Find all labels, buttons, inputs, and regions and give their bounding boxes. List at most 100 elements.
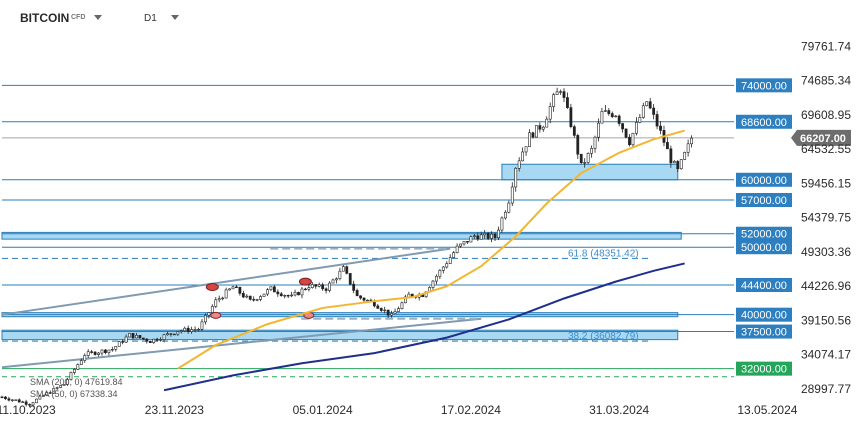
candle-body bbox=[541, 126, 545, 130]
candles-layer bbox=[0, 87, 693, 408]
level-tag bbox=[736, 114, 792, 129]
candle-body bbox=[538, 125, 542, 130]
x-axis-tick-label: 05.01.2024 bbox=[293, 403, 353, 417]
level-tag-label: 50000.00 bbox=[741, 242, 787, 254]
candle-body bbox=[607, 110, 611, 114]
candle-body bbox=[652, 107, 656, 115]
candle-body bbox=[552, 94, 556, 107]
level-tag bbox=[736, 240, 792, 255]
candle-body bbox=[200, 321, 204, 330]
candle-body bbox=[366, 299, 369, 302]
candle-body bbox=[97, 352, 100, 355]
y-axis-tick-label: 49303.36 bbox=[801, 245, 851, 259]
x-axis-tick-label: 17.02.2024 bbox=[441, 403, 501, 417]
candle-body bbox=[400, 302, 404, 309]
level-tag-label: 40000.00 bbox=[741, 310, 787, 322]
candle-body bbox=[455, 245, 459, 253]
candle-body bbox=[259, 296, 262, 300]
candle-body bbox=[472, 235, 476, 237]
candle-body bbox=[555, 91, 559, 95]
candle-body bbox=[686, 143, 690, 153]
y-axis-tick-label: 79761.74 bbox=[801, 39, 851, 53]
candle-body bbox=[524, 146, 528, 153]
chevron-down-icon[interactable] bbox=[94, 15, 102, 20]
candle-body bbox=[669, 148, 673, 164]
candle-body bbox=[586, 153, 590, 163]
candle-body bbox=[614, 115, 618, 118]
candle-body bbox=[145, 338, 149, 342]
y-axis-tick-label: 59456.15 bbox=[801, 176, 851, 190]
candle-body bbox=[490, 233, 493, 239]
candle-body bbox=[128, 333, 131, 338]
x-axis-tick-label: 31.03.2024 bbox=[589, 403, 649, 417]
candle-body bbox=[221, 297, 225, 300]
candle-body bbox=[331, 279, 335, 284]
candle-body bbox=[634, 122, 638, 134]
candle-body bbox=[441, 266, 445, 271]
level-tag bbox=[736, 226, 792, 241]
candle-body bbox=[41, 395, 45, 397]
candle-body bbox=[628, 136, 631, 146]
candle-body bbox=[572, 126, 576, 136]
candle-body bbox=[90, 351, 94, 353]
chevron-down-icon[interactable] bbox=[171, 15, 179, 20]
candle-body bbox=[390, 313, 394, 316]
candle-body bbox=[204, 314, 207, 323]
candle-body bbox=[76, 364, 80, 370]
candle-body bbox=[166, 333, 169, 336]
level-tag bbox=[736, 193, 792, 208]
candle-body bbox=[466, 241, 469, 243]
candle-body bbox=[93, 351, 97, 355]
candle-body bbox=[210, 306, 214, 313]
level-tag-label: 57000.00 bbox=[741, 195, 787, 207]
candle-body bbox=[131, 333, 135, 339]
candle-body bbox=[152, 338, 156, 343]
candle-body bbox=[641, 105, 645, 118]
candle-body bbox=[362, 297, 366, 301]
trendlines-layer bbox=[1, 247, 482, 369]
candle-body bbox=[379, 308, 383, 311]
candle-body bbox=[562, 91, 566, 98]
candle-body bbox=[172, 333, 176, 336]
current-price-tag bbox=[791, 129, 851, 146]
candle-body bbox=[531, 132, 535, 138]
sma-50-line bbox=[177, 129, 685, 370]
candle-body bbox=[293, 292, 297, 296]
candle-body bbox=[338, 270, 342, 280]
level-tag bbox=[736, 361, 792, 376]
candle-body bbox=[121, 341, 125, 343]
candle-body bbox=[238, 286, 242, 294]
candle-body bbox=[672, 161, 676, 164]
candle-body bbox=[545, 118, 549, 128]
candle-body bbox=[335, 278, 338, 281]
candle-body bbox=[4, 396, 7, 400]
candle-body bbox=[638, 117, 642, 123]
candle-body bbox=[138, 335, 142, 339]
instrument-type-badge: CFD bbox=[71, 14, 86, 21]
candle-body bbox=[352, 283, 356, 291]
candle-body bbox=[59, 385, 63, 388]
candle-body bbox=[276, 291, 280, 295]
candle-body bbox=[462, 241, 466, 245]
candle-body bbox=[135, 335, 138, 339]
candle-body bbox=[655, 114, 659, 127]
symbol-name[interactable]: BITCOIN bbox=[20, 11, 70, 25]
candle-body bbox=[190, 329, 194, 333]
candle-body bbox=[476, 235, 480, 240]
timeframe-selector[interactable]: D1 bbox=[144, 13, 157, 24]
candle-body bbox=[679, 159, 683, 170]
candle-body bbox=[279, 293, 283, 297]
chart-toolbar: BITCOIN CFD D1 bbox=[0, 0, 859, 36]
candle-body bbox=[159, 339, 163, 341]
candle-body bbox=[24, 401, 28, 405]
candle-body bbox=[631, 132, 635, 146]
candle-body bbox=[435, 275, 438, 282]
trendline bbox=[1, 247, 451, 316]
x-axis-tick-label: 23.11.2023 bbox=[145, 403, 204, 417]
level-tag bbox=[736, 324, 792, 339]
candle-body bbox=[497, 229, 500, 238]
y-axis-tick-label: 54379.75 bbox=[801, 211, 851, 225]
candle-body bbox=[155, 338, 159, 341]
candle-body bbox=[207, 312, 211, 316]
